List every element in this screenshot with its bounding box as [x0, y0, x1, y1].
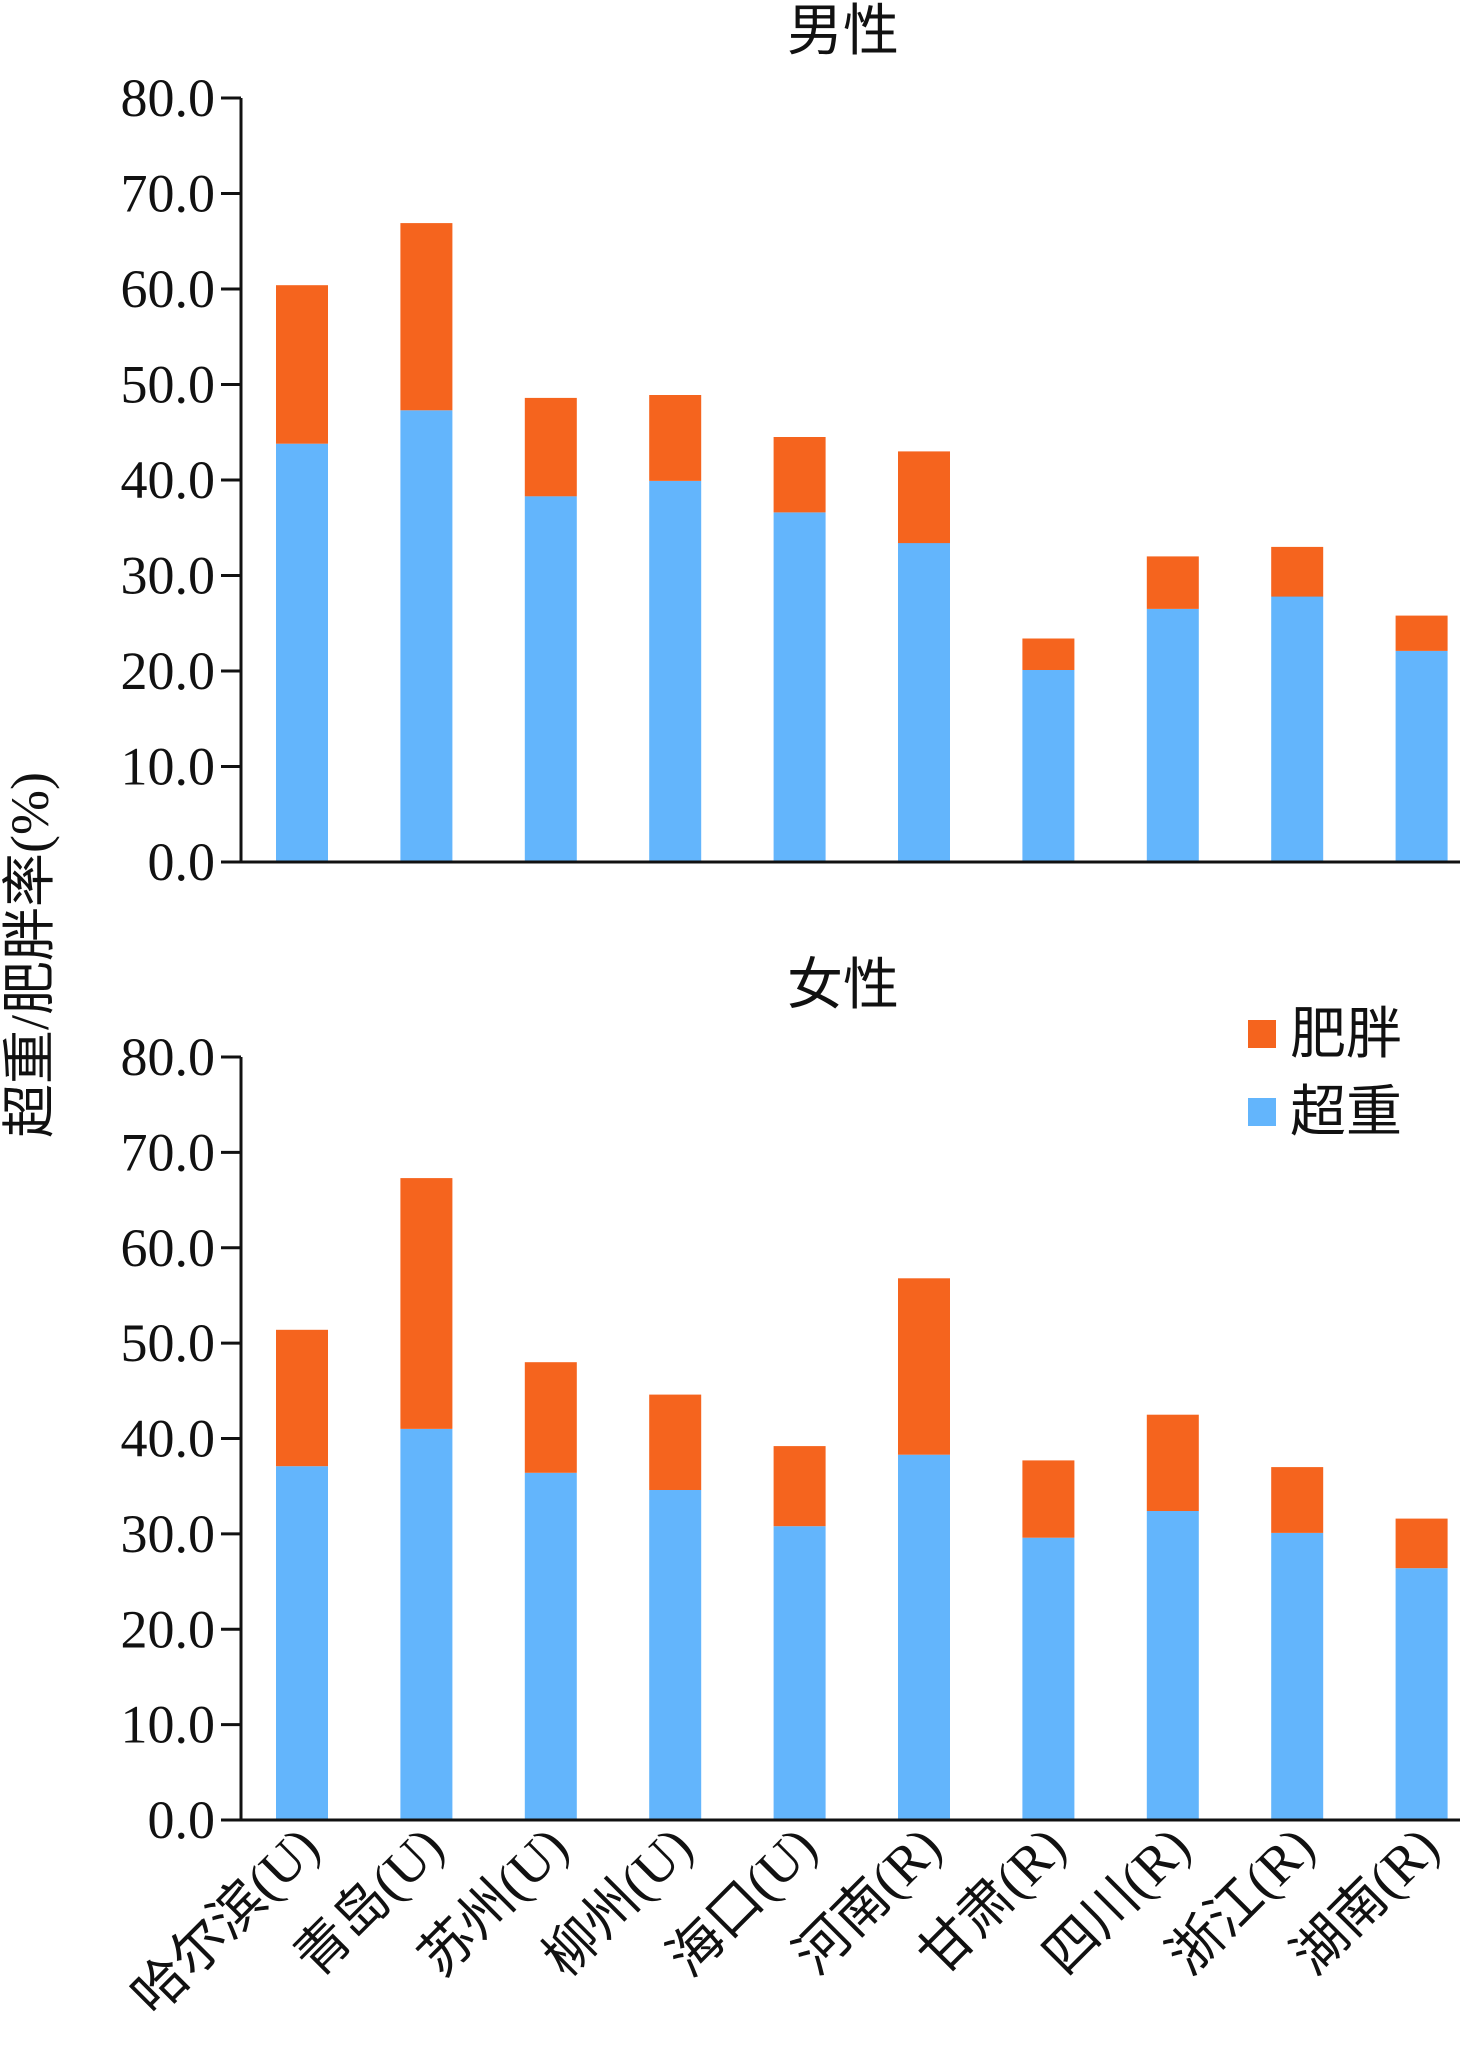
panel-title: 男性 [787, 1, 899, 63]
bar-overweight-6 [1022, 670, 1075, 862]
bar-overweight-7 [1146, 608, 1199, 862]
bar-overweight-0 [276, 443, 328, 862]
bar-obesity-1 [400, 1178, 453, 1429]
panel-male: 男性 0.0 10.0 20.0 30.0 40.0 50.0 60.0 70.0 80.0 [121, 1, 1460, 892]
bar-overweight-8 [1271, 1532, 1324, 1820]
y-tick-label: 30.0 [121, 1504, 216, 1564]
bar-obesity-6 [1022, 638, 1075, 670]
legend-label: 超重 [1290, 1082, 1402, 1144]
y-tick-label: 80.0 [121, 68, 216, 128]
y-tick-label: 70.0 [121, 1122, 216, 1182]
bar-overweight-9 [1395, 650, 1448, 862]
bar-obesity-3 [649, 395, 702, 481]
y-tick-label: 40.0 [121, 1409, 216, 1469]
bar-obesity-9 [1395, 615, 1448, 651]
bar-overweight-3 [649, 481, 702, 862]
bar-obesity-9 [1395, 1518, 1448, 1569]
bar-overweight-2 [524, 1472, 577, 1820]
bar-obesity-7 [1146, 556, 1199, 609]
y-tick-label: 0.0 [148, 832, 216, 892]
bar-overweight-4 [773, 512, 826, 862]
bar-obesity-0 [276, 285, 328, 444]
bar-obesity-8 [1271, 1467, 1324, 1533]
bar-obesity-5 [898, 1278, 950, 1455]
y-tick-label: 10.0 [121, 737, 216, 797]
legend-swatch [1248, 1098, 1276, 1126]
bar-overweight-8 [1271, 596, 1324, 862]
bar-obesity-6 [1022, 1460, 1075, 1538]
y-tick-label: 50.0 [121, 355, 216, 415]
panel-title: 女性 [787, 955, 899, 1017]
y-tick-label: 0.0 [148, 1790, 216, 1850]
bar-overweight-4 [773, 1526, 826, 1820]
bar-obesity-0 [276, 1329, 328, 1467]
bar-obesity-3 [649, 1394, 702, 1490]
bar-overweight-6 [1022, 1537, 1075, 1820]
bar-obesity-2 [524, 397, 577, 497]
y-tick-label: 60.0 [121, 1218, 216, 1278]
bar-obesity-5 [898, 451, 950, 544]
y-tick-label: 50.0 [121, 1313, 216, 1373]
y-tick-label: 10.0 [121, 1695, 216, 1755]
y-tick-label: 70.0 [121, 164, 216, 224]
y-tick-label: 60.0 [121, 259, 216, 319]
bar-overweight-2 [524, 496, 577, 862]
y-tick-label: 80.0 [121, 1027, 216, 1087]
bar-obesity-7 [1146, 1414, 1199, 1511]
y-tick-label: 30.0 [121, 546, 216, 606]
bar-overweight-5 [898, 543, 950, 862]
y-tick-label: 20.0 [121, 641, 216, 701]
bar-overweight-5 [898, 1454, 950, 1820]
bar-overweight-0 [276, 1466, 328, 1820]
y-axis-label: 超重/肥胖率(%) [0, 772, 60, 1138]
bar-overweight-1 [400, 410, 453, 862]
bar-overweight-1 [400, 1429, 453, 1820]
bar-obesity-4 [773, 1446, 826, 1527]
bar-obesity-4 [773, 437, 826, 513]
y-tick-label: 40.0 [121, 450, 216, 510]
bar-obesity-8 [1271, 546, 1324, 597]
legend-label: 肥胖 [1290, 1004, 1402, 1066]
bar-obesity-2 [524, 1362, 577, 1473]
bar-overweight-9 [1395, 1568, 1448, 1820]
legend-swatch [1248, 1020, 1276, 1048]
bar-overweight-7 [1146, 1511, 1199, 1820]
bar-obesity-1 [400, 223, 453, 411]
bar-overweight-3 [649, 1490, 702, 1820]
y-tick-label: 20.0 [121, 1599, 216, 1659]
